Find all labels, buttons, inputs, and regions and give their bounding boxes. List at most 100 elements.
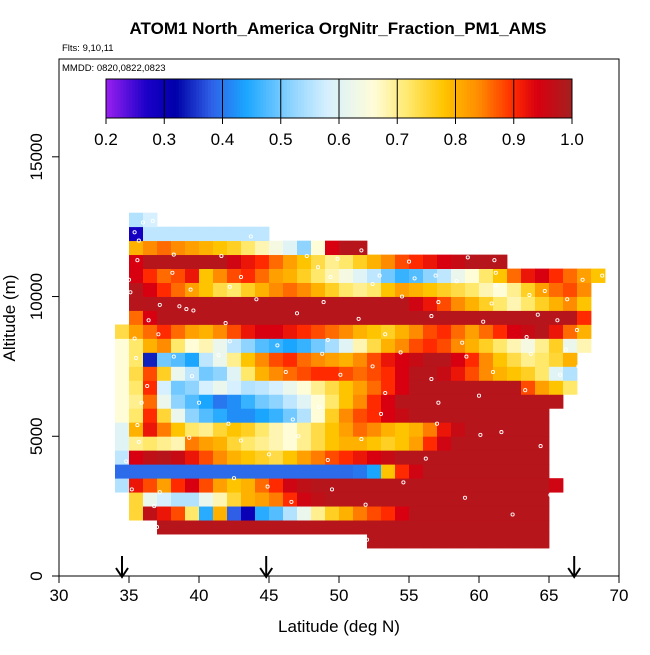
- heatmap-cell: [311, 310, 326, 325]
- heatmap-cell: [423, 338, 438, 353]
- heatmap-cell: [409, 352, 424, 367]
- colorbar-segment: [126, 79, 130, 118]
- heatmap-cell: [297, 394, 312, 409]
- heatmap-cell: [465, 492, 480, 507]
- heatmap-cell: [157, 366, 172, 381]
- heatmap-cell: [353, 422, 368, 437]
- heatmap-cell: [129, 226, 144, 242]
- sample-point: [555, 449, 560, 454]
- heatmap-cell: [395, 408, 410, 423]
- colorbar-segment: [254, 79, 258, 118]
- heatmap-cell: [241, 352, 256, 367]
- heatmap-cell: [129, 310, 144, 325]
- heatmap-cell: [451, 450, 466, 465]
- heatmap-cell: [493, 296, 508, 311]
- arrow-head: [259, 567, 274, 579]
- dates-label: MMDD: 0820,0822,0823: [62, 63, 166, 74]
- heatmap-cell: [507, 436, 522, 451]
- colorbar-segment: [388, 79, 392, 118]
- heatmap-cell: [381, 436, 396, 451]
- heatmap-cell: [339, 492, 354, 507]
- colorbar-segment: [286, 79, 290, 118]
- sample-point: [493, 270, 498, 275]
- heatmap-cell: [577, 310, 592, 325]
- heatmap-cell: [493, 366, 508, 381]
- heatmap-cell: [325, 408, 340, 423]
- heatmap-cell: [311, 394, 326, 409]
- colorbar-segment: [266, 79, 270, 118]
- colorbar-segment: [274, 79, 279, 118]
- heatmap-cell: [409, 422, 424, 437]
- heatmap-cell: [241, 436, 256, 451]
- heatmap-cell: [213, 310, 228, 325]
- sample-point: [594, 286, 599, 291]
- heatmap-cell: [143, 310, 158, 325]
- colorbar-segment: [569, 79, 573, 118]
- sample-point: [429, 376, 434, 382]
- heatmap-cell: [493, 478, 508, 493]
- heatmap-cell: [199, 520, 214, 535]
- heatmap-cell: [185, 338, 200, 353]
- heatmap-cell: [549, 268, 564, 283]
- heatmap-cell: [437, 296, 452, 311]
- heatmap-cell: [465, 282, 480, 297]
- heatmap-cell: [185, 422, 200, 437]
- heatmap-cell: [255, 394, 270, 409]
- heatmap-cell: [227, 338, 242, 353]
- sample-point: [223, 321, 228, 326]
- colorbar-segment: [551, 79, 556, 118]
- heatmap-cell: [199, 296, 214, 311]
- sample-point: [124, 459, 129, 464]
- sample-point: [528, 351, 533, 356]
- heatmap-cell: [311, 240, 326, 256]
- heatmap-cell: [213, 268, 228, 283]
- heatmap-cell: [423, 324, 438, 339]
- heatmap-cell: [185, 352, 200, 367]
- heatmap-cell: [297, 436, 312, 451]
- heatmap-cell: [115, 366, 130, 381]
- heatmap-cell: [353, 520, 368, 535]
- heatmap-cell: [437, 394, 452, 409]
- heatmap-cell: [451, 478, 466, 493]
- colorbar-segment: [554, 79, 558, 118]
- heatmap-cell: [171, 366, 186, 381]
- heatmap-cell: [171, 464, 186, 479]
- colorbar-segment: [321, 79, 325, 118]
- heatmap-cell: [437, 436, 452, 451]
- sample-point: [132, 336, 137, 341]
- heatmap-cell: [353, 436, 368, 451]
- heatmap-cell: [255, 492, 270, 507]
- colorbar-segment: [359, 79, 363, 118]
- sample-point: [135, 423, 140, 428]
- heatmap-cell: [535, 534, 550, 549]
- heatmap-cell: [437, 408, 452, 423]
- heatmap-cell: [423, 506, 438, 521]
- colorbar-segment: [443, 79, 448, 118]
- heatmap-cell: [297, 408, 312, 423]
- heatmap-cell: [353, 324, 368, 339]
- heatmap-cell: [171, 226, 186, 242]
- sample-point: [460, 340, 465, 345]
- heatmap-cell: [241, 254, 256, 269]
- x-tick-label: 65: [540, 586, 559, 605]
- heatmap-cell: [297, 366, 312, 381]
- colorbar-segment: [129, 79, 133, 118]
- heatmap-cell: [255, 464, 270, 479]
- heatmap-cell: [507, 534, 522, 549]
- heatmap-cell: [311, 352, 326, 367]
- heatmap-cell: [297, 324, 312, 339]
- heatmap-cell: [339, 408, 354, 423]
- colorbar-segment: [368, 79, 372, 118]
- sample-point: [254, 297, 259, 302]
- heatmap-cell: [199, 366, 214, 381]
- heatmap-cell: [381, 450, 396, 465]
- heatmap-cell: [115, 408, 130, 423]
- heatmap-cell: [507, 282, 522, 297]
- colorbar-segment: [178, 79, 183, 118]
- colorbar-segment: [394, 79, 398, 118]
- sample-point: [398, 350, 403, 355]
- heatmap-cell: [283, 282, 298, 297]
- sample-point: [146, 318, 151, 323]
- heatmap-cell: [339, 240, 354, 256]
- colorbar-segment: [542, 79, 547, 118]
